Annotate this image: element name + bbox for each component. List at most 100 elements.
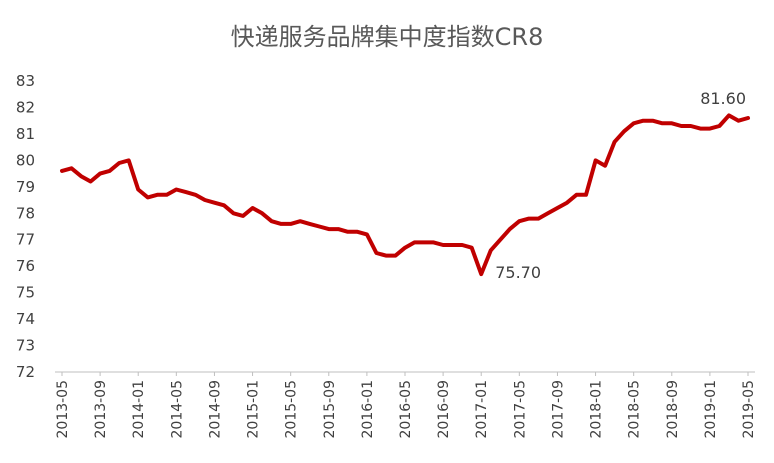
- data-point: [746, 116, 750, 120]
- data-point: [174, 188, 178, 192]
- x-tick-label: 2014-05: [169, 380, 185, 439]
- data-point: [527, 217, 531, 221]
- data-point: [355, 230, 359, 234]
- data-point: [679, 124, 683, 128]
- data-point: [727, 113, 731, 117]
- data-point: [441, 243, 445, 247]
- data-point: [470, 246, 474, 250]
- y-tick-label: 79: [16, 178, 35, 196]
- data-label: 75.70: [495, 263, 541, 282]
- data-point: [203, 198, 207, 202]
- data-point: [70, 166, 74, 170]
- data-point: [165, 193, 169, 197]
- x-tick-label: 2015-09: [322, 380, 338, 439]
- data-point: [270, 219, 274, 223]
- data-point: [689, 124, 693, 128]
- data-point: [327, 227, 331, 231]
- data-point: [460, 243, 464, 247]
- data-point: [413, 240, 417, 244]
- data-point: [632, 121, 636, 125]
- data-point: [508, 227, 512, 231]
- x-tick-label: 2018-05: [627, 380, 643, 439]
- data-point: [584, 193, 588, 197]
- data-point: [546, 211, 550, 215]
- data-point: [575, 193, 579, 197]
- data-point: [422, 240, 426, 244]
- data-point: [317, 225, 321, 229]
- x-tick-label: 2018-01: [589, 380, 605, 439]
- data-point: [98, 172, 102, 176]
- data-point: [146, 195, 150, 199]
- y-tick-label: 81: [16, 125, 35, 143]
- data-point: [279, 222, 283, 226]
- data-point: [555, 206, 559, 210]
- data-point: [232, 211, 236, 215]
- y-tick-label: 78: [16, 204, 35, 222]
- data-point: [60, 169, 64, 173]
- data-point: [622, 129, 626, 133]
- data-point: [498, 238, 502, 242]
- y-tick-label: 77: [16, 231, 35, 249]
- data-point: [79, 174, 83, 178]
- data-point: [260, 211, 264, 215]
- data-point: [708, 127, 712, 131]
- data-point: [698, 127, 702, 131]
- data-point: [241, 214, 245, 218]
- chart-title: 快递服务品牌集中度指数CR8: [231, 23, 544, 51]
- data-point: [536, 217, 540, 221]
- data-point: [212, 201, 216, 205]
- y-tick-label: 75: [16, 284, 35, 302]
- y-axis: 72 73 74 75 76 77 78 79 80 81 82 83: [16, 72, 35, 381]
- x-tick-label: 2019-05: [741, 380, 757, 439]
- x-tick-label: 2016-05: [398, 380, 414, 439]
- data-point: [403, 246, 407, 250]
- data-point: [432, 240, 436, 244]
- data-point: [155, 193, 159, 197]
- x-tick-label: 2017-09: [550, 380, 566, 439]
- data-point: [717, 124, 721, 128]
- data-point: [289, 222, 293, 226]
- data-point: [641, 119, 645, 123]
- y-tick-label: 73: [16, 337, 35, 355]
- data-point: [517, 219, 521, 223]
- data-point: [374, 251, 378, 255]
- x-axis: 2013-05 2013-09 2014-01 2014-05 2014-09 2015-…: [55, 372, 757, 439]
- data-point: [184, 190, 188, 194]
- x-tick-label: 2016-09: [436, 380, 452, 439]
- data-point: [603, 164, 607, 168]
- x-tick-label: 2013-09: [93, 380, 109, 439]
- x-tick-label: 2013-05: [55, 380, 71, 439]
- data-point: [346, 230, 350, 234]
- x-tick-label: 2014-01: [131, 380, 147, 439]
- data-label: 81.60: [700, 89, 746, 108]
- y-tick-label: 76: [16, 257, 35, 275]
- data-point: [660, 121, 664, 125]
- x-tick-label: 2019-01: [703, 380, 719, 439]
- y-tick-label: 74: [16, 310, 35, 328]
- data-point: [251, 206, 255, 210]
- series-line: [60, 113, 750, 277]
- y-tick-label: 72: [16, 363, 35, 381]
- data-point: [394, 254, 398, 258]
- x-tick-label: 2017-01: [474, 380, 490, 439]
- x-tick-label: 2017-05: [512, 380, 528, 439]
- data-point: [651, 119, 655, 123]
- data-point: [594, 158, 598, 162]
- data-point: [565, 201, 569, 205]
- x-tick-label: 2018-09: [665, 380, 681, 439]
- data-point: [365, 232, 369, 236]
- data-point: [193, 193, 197, 197]
- data-point: [127, 158, 131, 162]
- x-tick-label: 2016-01: [360, 380, 376, 439]
- data-point: [89, 180, 93, 184]
- data-point: [308, 222, 312, 226]
- x-tick-label: 2014-09: [207, 380, 223, 439]
- x-tick-label: 2015-01: [246, 380, 262, 439]
- y-tick-label: 80: [16, 151, 35, 169]
- data-point: [489, 248, 493, 252]
- data-point: [479, 272, 483, 276]
- data-point: [737, 119, 741, 123]
- data-point: [222, 203, 226, 207]
- y-tick-label: 83: [16, 72, 35, 90]
